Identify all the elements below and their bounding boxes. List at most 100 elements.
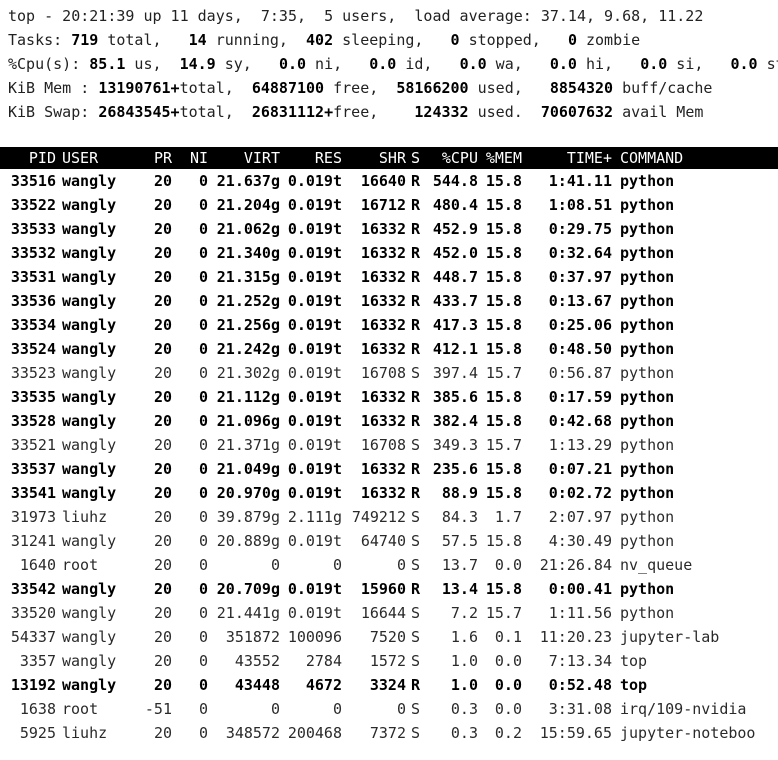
- state-cell: R: [411, 484, 421, 502]
- state-cell: S: [411, 700, 421, 718]
- swap-free-label: free,: [333, 103, 415, 121]
- shr-cell: 16332: [360, 244, 406, 262]
- cpu-ni-label: ni,: [306, 55, 370, 73]
- cpu-sy-label: sy,: [215, 55, 279, 73]
- virt-cell: 21.242g: [216, 340, 280, 358]
- mem-cell: 0.0: [494, 556, 522, 574]
- pid-cell: 33524: [10, 340, 56, 358]
- cpu-wa: 0.0: [459, 55, 487, 73]
- process-row[interactable]: 33532 wangly 20 0 21.340g 0.019t 16332 R 452.0 15…: [0, 241, 778, 265]
- cpu-cell: 0.3: [450, 700, 478, 718]
- ni-cell: 0: [198, 316, 208, 334]
- process-row[interactable]: 33531 wangly 20 0 21.315g 0.019t 16332 R 448.7 15…: [0, 265, 778, 289]
- uptime-load-line: top - 20:21:39 up 11 days, 7:35, 5 users…: [8, 7, 704, 25]
- command-cell: python: [620, 508, 675, 526]
- cpu-cell: 452.0: [432, 244, 478, 262]
- cpu-st-label: st: [766, 55, 778, 73]
- command-cell: python: [620, 388, 675, 406]
- command-cell: python: [620, 244, 675, 262]
- process-row[interactable]: 5925 liuhz 20 0 348572 200468 7372 S 0.3 0.2 15:59…: [0, 721, 778, 745]
- shr-cell: 16332: [360, 460, 406, 478]
- process-row[interactable]: 3357 wangly 20 0 43552 2784 1572 S 1.0 0.0 7:13.34…: [0, 649, 778, 673]
- user-cell: liuhz: [62, 508, 108, 526]
- time-cell: 0:29.75: [548, 220, 612, 238]
- process-row[interactable]: 33542 wangly 20 0 20.709g 0.019t 15960 R 13.4 15.…: [0, 577, 778, 601]
- mem-cell: 0.0: [494, 700, 522, 718]
- ni-cell: 0: [198, 604, 208, 622]
- pid-cell: 31241: [10, 532, 56, 550]
- process-row[interactable]: 33528 wangly 20 0 21.096g 0.019t 16332 R 382.4 15…: [0, 409, 778, 433]
- ni-cell: 0: [198, 724, 208, 742]
- pid-cell: 54337: [10, 628, 56, 646]
- ni-cell: 0: [198, 340, 208, 358]
- state-cell: S: [411, 556, 421, 574]
- cpu-cell: 412.1: [432, 340, 478, 358]
- col-virt: VIRT: [243, 149, 280, 167]
- time-cell: 0:13.67: [548, 292, 612, 310]
- res-cell: 2.111g: [287, 508, 342, 526]
- pr-cell: -51: [144, 700, 172, 718]
- command-cell: python: [620, 484, 675, 502]
- process-row[interactable]: 33537 wangly 20 0 21.049g 0.019t 16332 R 235.6 15…: [0, 457, 778, 481]
- res-cell: 0.019t: [287, 316, 342, 334]
- col-user: USER: [62, 149, 99, 167]
- process-row[interactable]: 54337 wangly 20 0 351872 100096 7520 S 1.6 0.1 11:…: [0, 625, 778, 649]
- ni-cell: 0: [198, 244, 208, 262]
- command-cell: top: [620, 652, 648, 670]
- mem-buff-label: buff/cache: [613, 79, 713, 97]
- res-cell: 0.019t: [287, 244, 342, 262]
- process-row[interactable]: 33521 wangly 20 0 21.371g 0.019t 16708 S 349.3 15…: [0, 433, 778, 457]
- res-cell: 0: [332, 556, 342, 574]
- res-cell: 0.019t: [287, 340, 342, 358]
- state-cell: R: [411, 412, 421, 430]
- command-cell: python: [620, 604, 675, 622]
- res-cell: 4672: [305, 676, 342, 694]
- time-cell: 0:48.50: [548, 340, 612, 358]
- pid-cell: 33541: [10, 484, 56, 502]
- process-row[interactable]: 33533 wangly 20 0 21.062g 0.019t 16332 R 452.9 15…: [0, 217, 778, 241]
- process-row[interactable]: 33520 wangly 20 0 21.441g 0.019t 16644 S 7.2 15.7…: [0, 601, 778, 625]
- pid-cell: 33534: [10, 316, 56, 334]
- time-cell: 15:59.65: [539, 724, 612, 742]
- mem-cell: 15.8: [485, 340, 522, 358]
- res-cell: 0.019t: [287, 484, 342, 502]
- shr-cell: 1572: [369, 652, 406, 670]
- pr-cell: 20: [153, 676, 172, 694]
- process-row[interactable]: 13192 wangly 20 0 43448 4672 3324 R 1.0 0.0 0:52.4…: [0, 673, 778, 697]
- process-row[interactable]: 1638 root -51 0 0 0 0 S 0.3 0.0 3:31.08 irq/109-nvi…: [0, 697, 778, 721]
- process-row[interactable]: 33524 wangly 20 0 21.242g 0.019t 16332 R 412.1 15…: [0, 337, 778, 361]
- command-cell: python: [620, 532, 675, 550]
- process-row[interactable]: 33541 wangly 20 0 20.970g 0.019t 16332 R 88.9 15.…: [0, 481, 778, 505]
- process-row[interactable]: 1640 root 20 0 0 0 0 S 13.7 0.0 21:26.84 nv_queue: [0, 553, 778, 577]
- cpu-cell: 0.3: [450, 724, 478, 742]
- process-row[interactable]: 33534 wangly 20 0 21.256g 0.019t 16332 R 417.3 15…: [0, 313, 778, 337]
- res-cell: 0.019t: [287, 220, 342, 238]
- res-cell: 0.019t: [287, 292, 342, 310]
- pid-cell: 13192: [10, 676, 56, 694]
- virt-cell: 20.709g: [216, 580, 280, 598]
- user-cell: wangly: [62, 292, 117, 310]
- process-row[interactable]: 31973 liuhz 20 0 39.879g 2.111g 749212 S 84.3 1.7…: [0, 505, 778, 529]
- mem-used-label: used,: [468, 79, 550, 97]
- time-cell: 7:13.34: [548, 652, 612, 670]
- user-cell: wangly: [62, 436, 117, 454]
- process-row[interactable]: 33522 wangly 20 0 21.204g 0.019t 16712 R 480.4 15…: [0, 193, 778, 217]
- process-row[interactable]: 33535 wangly 20 0 21.112g 0.019t 16332 R 385.6 15…: [0, 385, 778, 409]
- shr-cell: 16708: [360, 436, 406, 454]
- time-cell: 4:30.49: [548, 532, 612, 550]
- state-cell: R: [411, 292, 421, 310]
- process-row[interactable]: 33523 wangly 20 0 21.302g 0.019t 16708 S 397.4 15…: [0, 361, 778, 385]
- col-time: TIME+: [566, 149, 612, 167]
- virt-cell: 21.441g: [216, 604, 280, 622]
- command-cell: python: [620, 412, 675, 430]
- process-row[interactable]: 31241 wangly 20 0 20.889g 0.019t 64740 S 57.5 15.…: [0, 529, 778, 553]
- shr-cell: 0: [396, 700, 406, 718]
- pr-cell: 20: [153, 604, 172, 622]
- process-row[interactable]: 33536 wangly 20 0 21.252g 0.019t 16332 R 433.7 15…: [0, 289, 778, 313]
- process-row[interactable]: 33516 wangly 20 0 21.637g 0.019t 16640 R 544.8 15…: [0, 169, 778, 193]
- command-cell: python: [620, 220, 675, 238]
- command-cell: jupyter-noteboo: [620, 724, 756, 742]
- swap-total: 26843545+: [98, 103, 180, 121]
- ni-cell: 0: [198, 436, 208, 454]
- mem-cell: 15.8: [485, 580, 522, 598]
